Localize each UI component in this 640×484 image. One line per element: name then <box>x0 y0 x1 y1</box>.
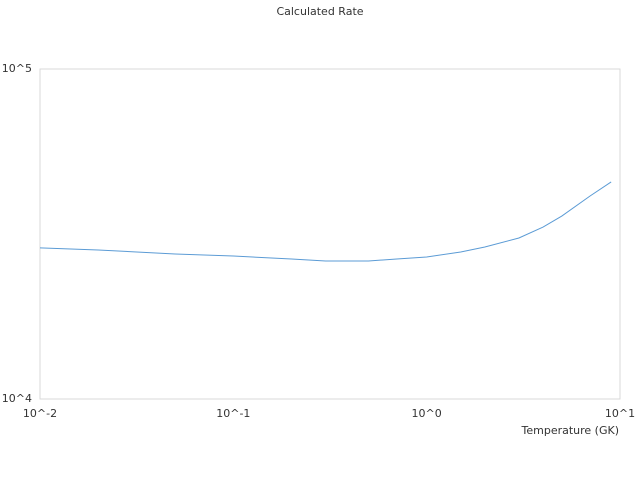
x-tick-label: 10^1 <box>605 407 635 420</box>
y-tick-label: 10^5 <box>2 62 32 75</box>
line-series <box>39 181 612 262</box>
plot-area <box>39 68 621 400</box>
x-axis-label: Temperature (GK) <box>521 424 620 437</box>
x-tick-label: 10^-2 <box>23 407 57 420</box>
x-tick-label: 10^0 <box>412 407 442 420</box>
y-tick-label: 10^4 <box>2 392 32 405</box>
x-tick-label: 10^-1 <box>216 407 250 420</box>
chart-title: Calculated Rate <box>276 5 363 18</box>
